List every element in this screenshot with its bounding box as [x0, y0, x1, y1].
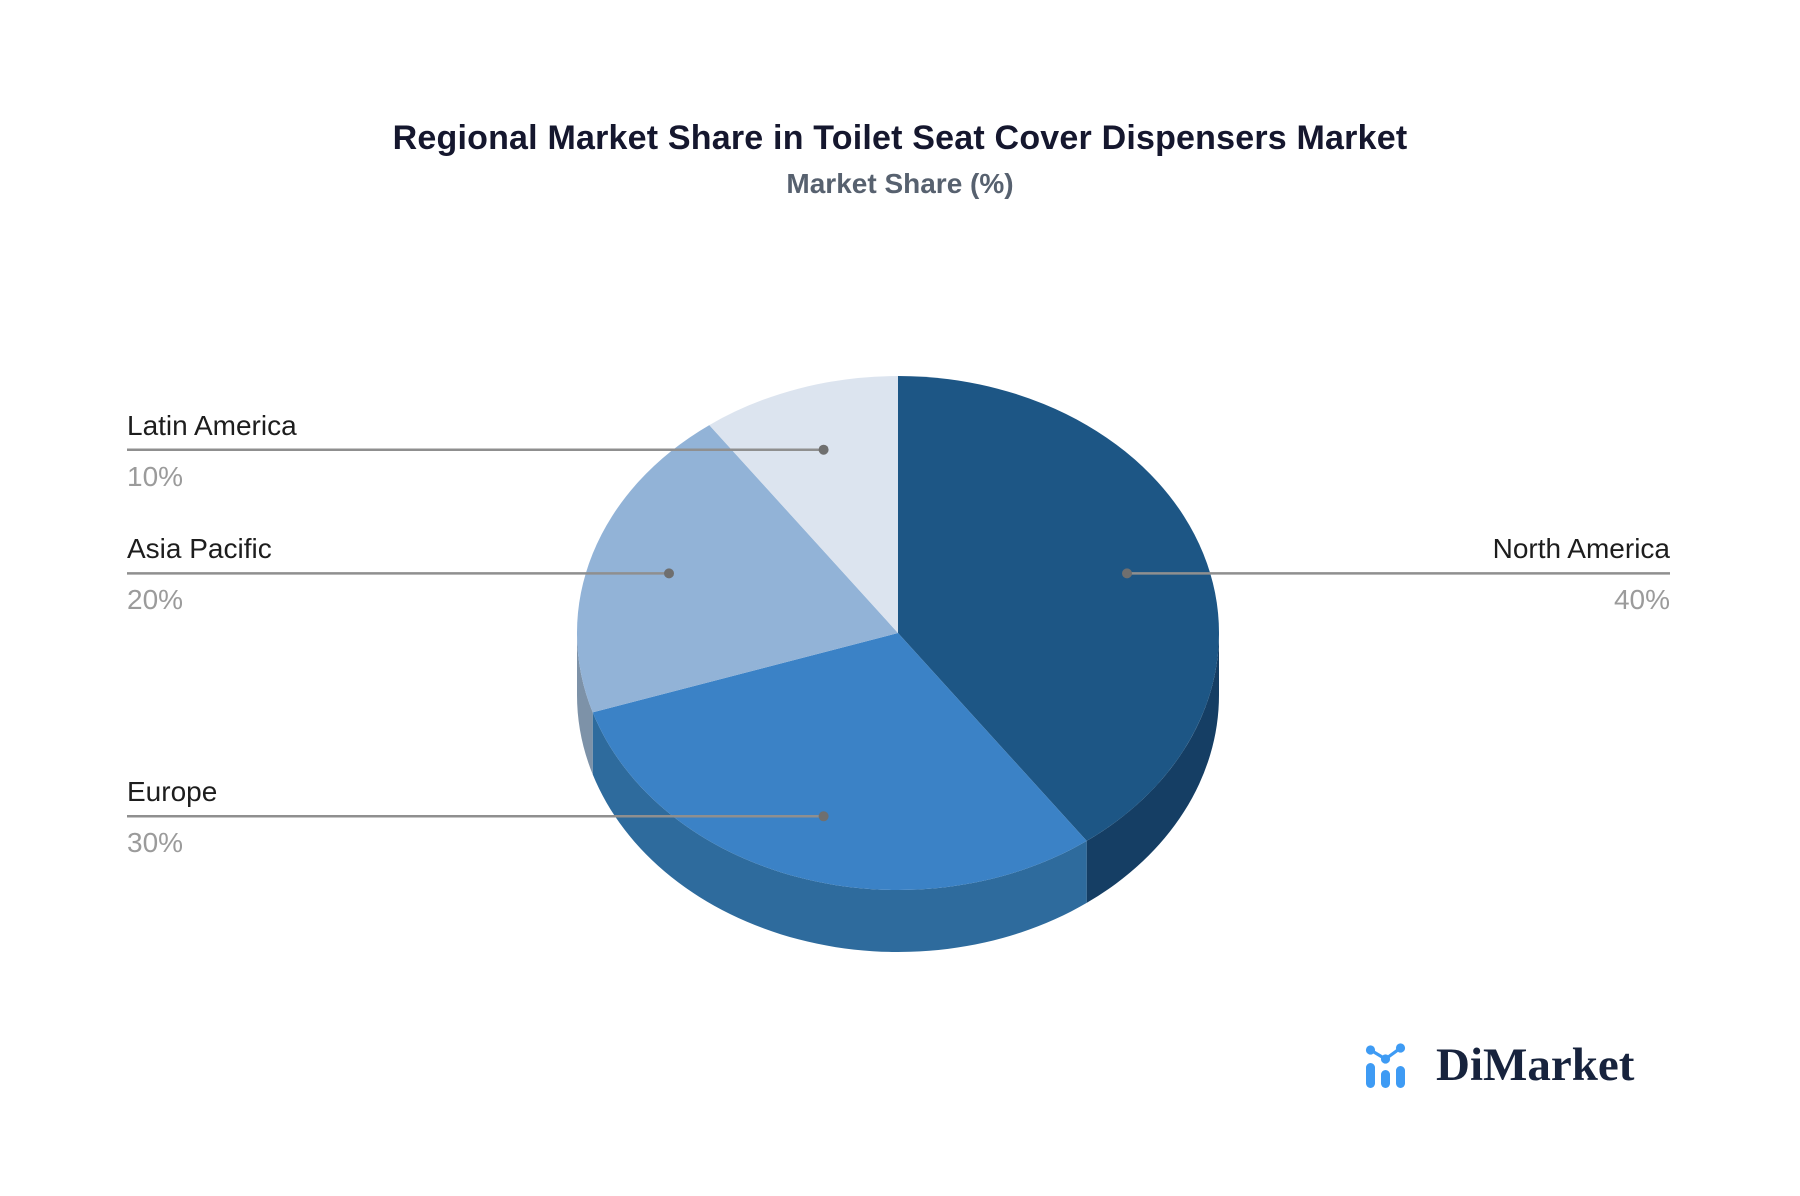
chart-title: Regional Market Share in Toilet Seat Cov… — [392, 119, 1408, 157]
leader-dot-latin-america — [818, 444, 829, 455]
leader-dot-europe — [818, 811, 829, 822]
region-pct-latin-america: 10% — [127, 461, 184, 492]
pie-slice-asia-pacific — [576, 425, 898, 713]
region-pct-europe: 30% — [127, 827, 184, 858]
brand-logo-text: DiMarket — [1436, 1039, 1635, 1091]
pie-side-europe — [592, 712, 1087, 953]
region-pct-north-america: 40% — [1613, 584, 1670, 615]
region-name-europe: Europe — [127, 776, 218, 807]
pie-slice-europe — [592, 633, 1087, 891]
leader-dot-asia-pacific — [664, 568, 674, 579]
region-pct-asia-pacific: 20% — [127, 584, 184, 615]
pie-slice-north-america — [898, 375, 1220, 841]
brand-logo: DiMarket — [1362, 1036, 1662, 1106]
region-name-asia-pacific: Asia Pacific — [127, 533, 272, 564]
pie-side-asia-pacific — [577, 633, 593, 775]
leader-dot-north-america — [1122, 568, 1132, 579]
region-name-north-america: North America — [1492, 533, 1670, 564]
pie-slice-latin-america — [709, 376, 898, 633]
chart-subtitle: Market Share (%) — [786, 168, 1014, 199]
pie-side-north-america — [1086, 633, 1219, 903]
region-name-latin-america: Latin America — [127, 410, 297, 441]
bar-line-chart-icon — [1365, 1043, 1406, 1088]
